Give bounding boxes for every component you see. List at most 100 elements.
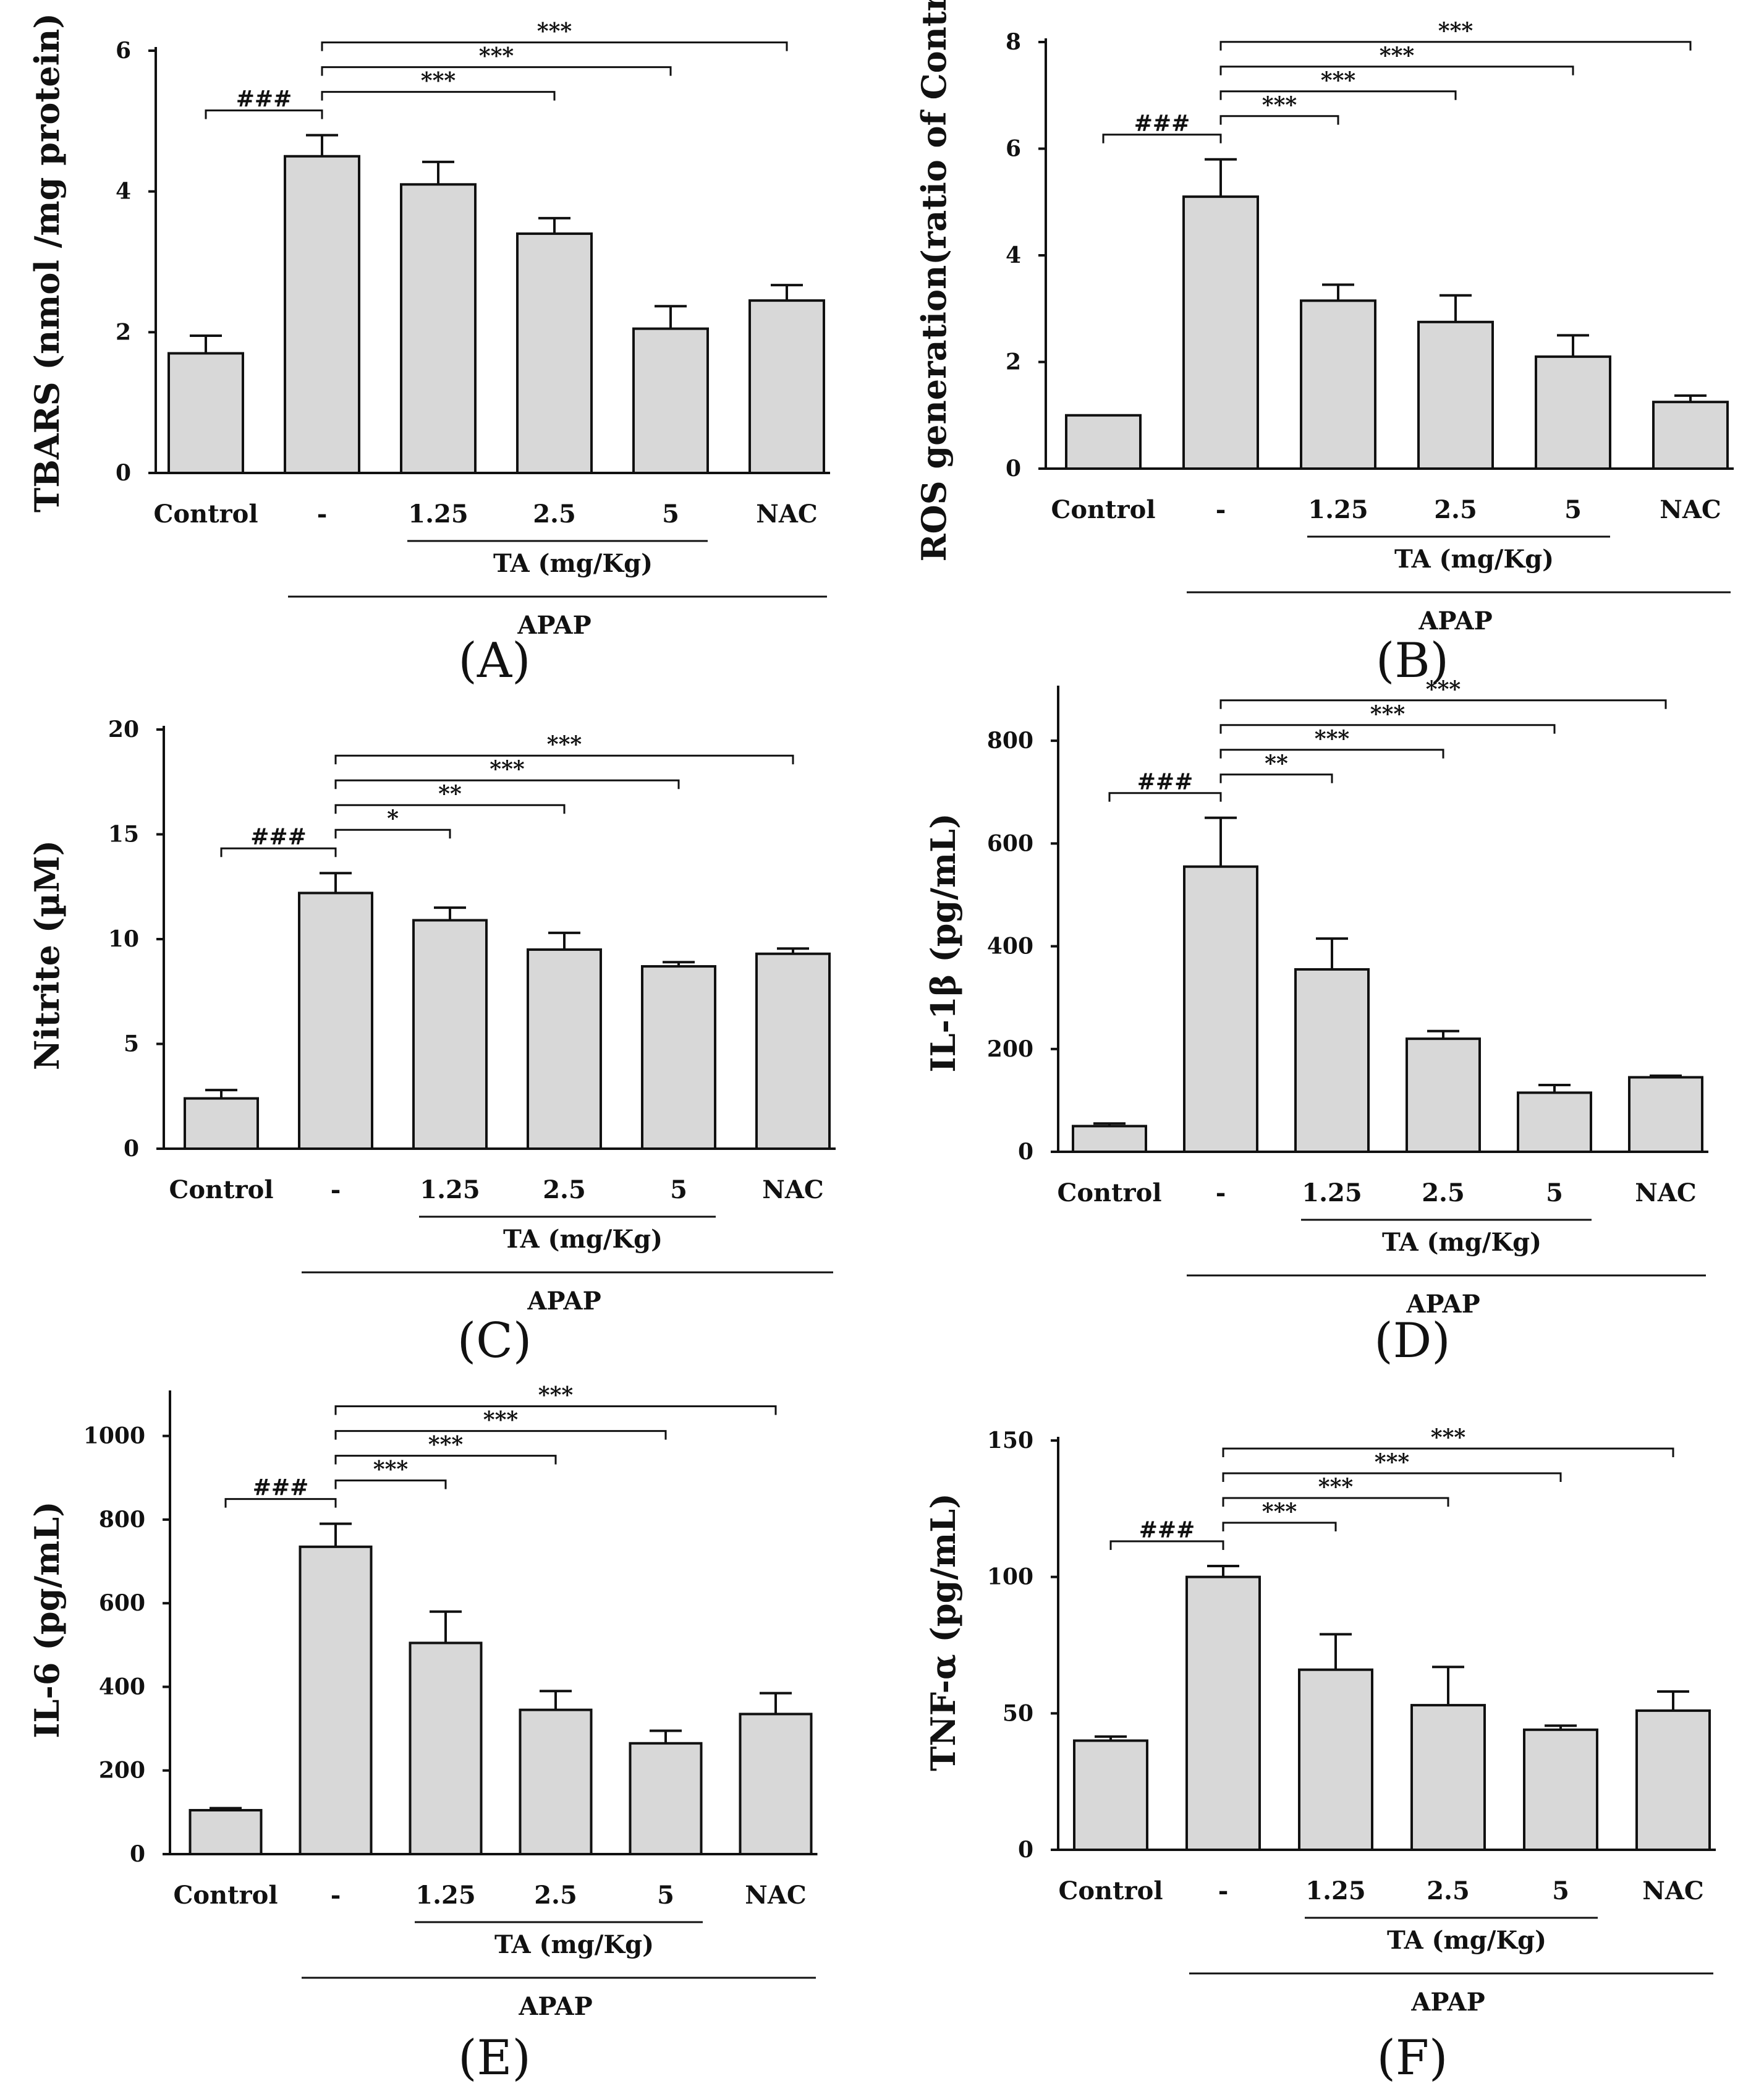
significance-label: ***	[1375, 1449, 1410, 1475]
y-tick-label: 10	[108, 926, 139, 952]
category-label: Control	[169, 1175, 273, 1204]
category-label: Control	[1058, 1876, 1163, 1905]
bar	[1072, 1125, 1147, 1154]
y-tick-label: 100	[987, 1564, 1033, 1590]
significance-bracket	[1219, 773, 1333, 783]
y-tick-label: 6	[1006, 136, 1021, 162]
significance-bracket	[1222, 1472, 1562, 1483]
category-label: 1.25	[1308, 495, 1368, 524]
y-tick-label: 0	[116, 460, 131, 486]
significance-bracket	[334, 1405, 777, 1415]
significance-bracket	[1219, 41, 1692, 51]
y-tick-label: 600	[987, 830, 1033, 856]
significance-label: ###	[253, 1475, 309, 1501]
bar	[400, 183, 477, 474]
ta-group-label: TA (mg/Kg)	[1382, 1228, 1541, 1257]
significance-label: ***	[1426, 676, 1461, 702]
bar	[641, 965, 716, 1150]
category-label: 5	[662, 500, 679, 529]
bar	[167, 352, 244, 474]
chart-panel: 0 2 4 6 8 ROS generation(ratio of Control) Con…	[914, 0, 1734, 689]
significance-bracket	[1222, 1447, 1674, 1458]
y-tick-label: 200	[987, 1036, 1033, 1062]
y-tick-label: 20	[108, 717, 139, 743]
category-label: 1.25	[420, 1175, 480, 1204]
apap-group-label: APAP	[1418, 606, 1492, 636]
significance-label: ***	[1321, 67, 1356, 93]
y-tick-label: 0	[1006, 456, 1021, 482]
significance-bracket	[321, 66, 672, 76]
significance-bracket	[1109, 1540, 1224, 1551]
significance-bracket	[1219, 749, 1444, 759]
y-tick-label: 600	[99, 1590, 145, 1616]
chart-panel: 0 200 400 600 800 1000 IL-6 (pg/mL) Control - 1.2…	[27, 1382, 818, 2086]
bar	[409, 1641, 483, 1855]
panel-label: (D)	[1374, 1313, 1450, 1369]
y-tick-label: 2	[116, 319, 131, 345]
y-axis-label: IL-6 (pg/mL)	[27, 1501, 67, 1738]
category-label: NAC	[1660, 495, 1721, 524]
y-tick-label: 15	[108, 822, 139, 848]
y-axis-label: Nitrite (µM)	[27, 840, 67, 1070]
significance-label: ***	[538, 1382, 574, 1408]
category-label: 2.5	[533, 500, 576, 529]
bar	[1298, 1668, 1373, 1851]
significance-label: ***	[428, 1432, 464, 1458]
apap-group-label: APAP	[1410, 1988, 1485, 2017]
bar	[1517, 1091, 1592, 1154]
bar	[1628, 1076, 1703, 1153]
bar	[299, 1545, 373, 1856]
significance-label: ***	[1315, 726, 1350, 752]
y-axis-label: TBARS (nmol /mg protein)	[27, 13, 67, 513]
bar	[284, 155, 360, 474]
significance-bracket	[220, 847, 337, 858]
y-tick-label: 400	[99, 1674, 145, 1700]
category-label: NAC	[745, 1881, 806, 1910]
category-label: 2.5	[1422, 1178, 1465, 1207]
significance-bracket	[1219, 724, 1556, 734]
chart-panel: 0 50 100 150 TNF-α (pg/mL) Control - 1.25 2.5 5 NA…	[923, 1424, 1716, 2086]
category-label: 1.25	[415, 1881, 475, 1910]
bar	[184, 1097, 259, 1151]
significance-label: **	[438, 781, 462, 807]
category-label: Control	[153, 500, 258, 529]
significance-bracket	[1108, 792, 1222, 802]
significance-bracket	[321, 41, 788, 51]
significance-label: ***	[373, 1457, 409, 1483]
bar	[1300, 299, 1376, 470]
significance-bracket	[1219, 699, 1667, 709]
category-label: 2.5	[543, 1175, 586, 1204]
significance-bracket	[321, 91, 556, 101]
significance-label: ###	[1137, 769, 1194, 795]
bar	[1535, 355, 1611, 470]
significance-bracket	[334, 1455, 557, 1465]
significance-label: ***	[479, 43, 514, 69]
significance-bracket	[334, 779, 680, 790]
y-axis-label: TNF-α (pg/mL)	[923, 1493, 963, 1771]
bar	[748, 299, 825, 474]
significance-label: ***	[1370, 701, 1406, 727]
y-tick-label: 2	[1006, 349, 1021, 375]
category-label: NAC	[756, 500, 817, 529]
y-tick-label: 0	[124, 1136, 139, 1162]
significance-label: ***	[421, 68, 456, 94]
y-tick-label: 0	[1018, 1139, 1033, 1165]
y-tick-label: 150	[987, 1428, 1033, 1453]
y-tick-label: 4	[1006, 242, 1021, 268]
bar	[1183, 865, 1258, 1153]
y-axis-label: IL-1β (pg/mL)	[923, 813, 963, 1072]
bar	[1523, 1728, 1598, 1851]
bar	[527, 948, 602, 1150]
panel-label: (F)	[1377, 2030, 1448, 2086]
y-tick-label: 5	[124, 1031, 139, 1057]
y-tick-label: 4	[116, 179, 131, 205]
chart-panel: 0 5 10 15 20 Nitrite (µM) Control - 1.25 2.5 5 NAC T…	[27, 717, 836, 1369]
bar	[189, 1808, 263, 1856]
panel-label: (A)	[458, 633, 530, 689]
category-label: -	[331, 1175, 341, 1204]
significance-label: ***	[1262, 1499, 1297, 1525]
bar	[519, 1708, 593, 1855]
bar	[412, 919, 488, 1150]
significance-label: ***	[1438, 18, 1474, 44]
category-label: -	[1218, 1876, 1229, 1905]
